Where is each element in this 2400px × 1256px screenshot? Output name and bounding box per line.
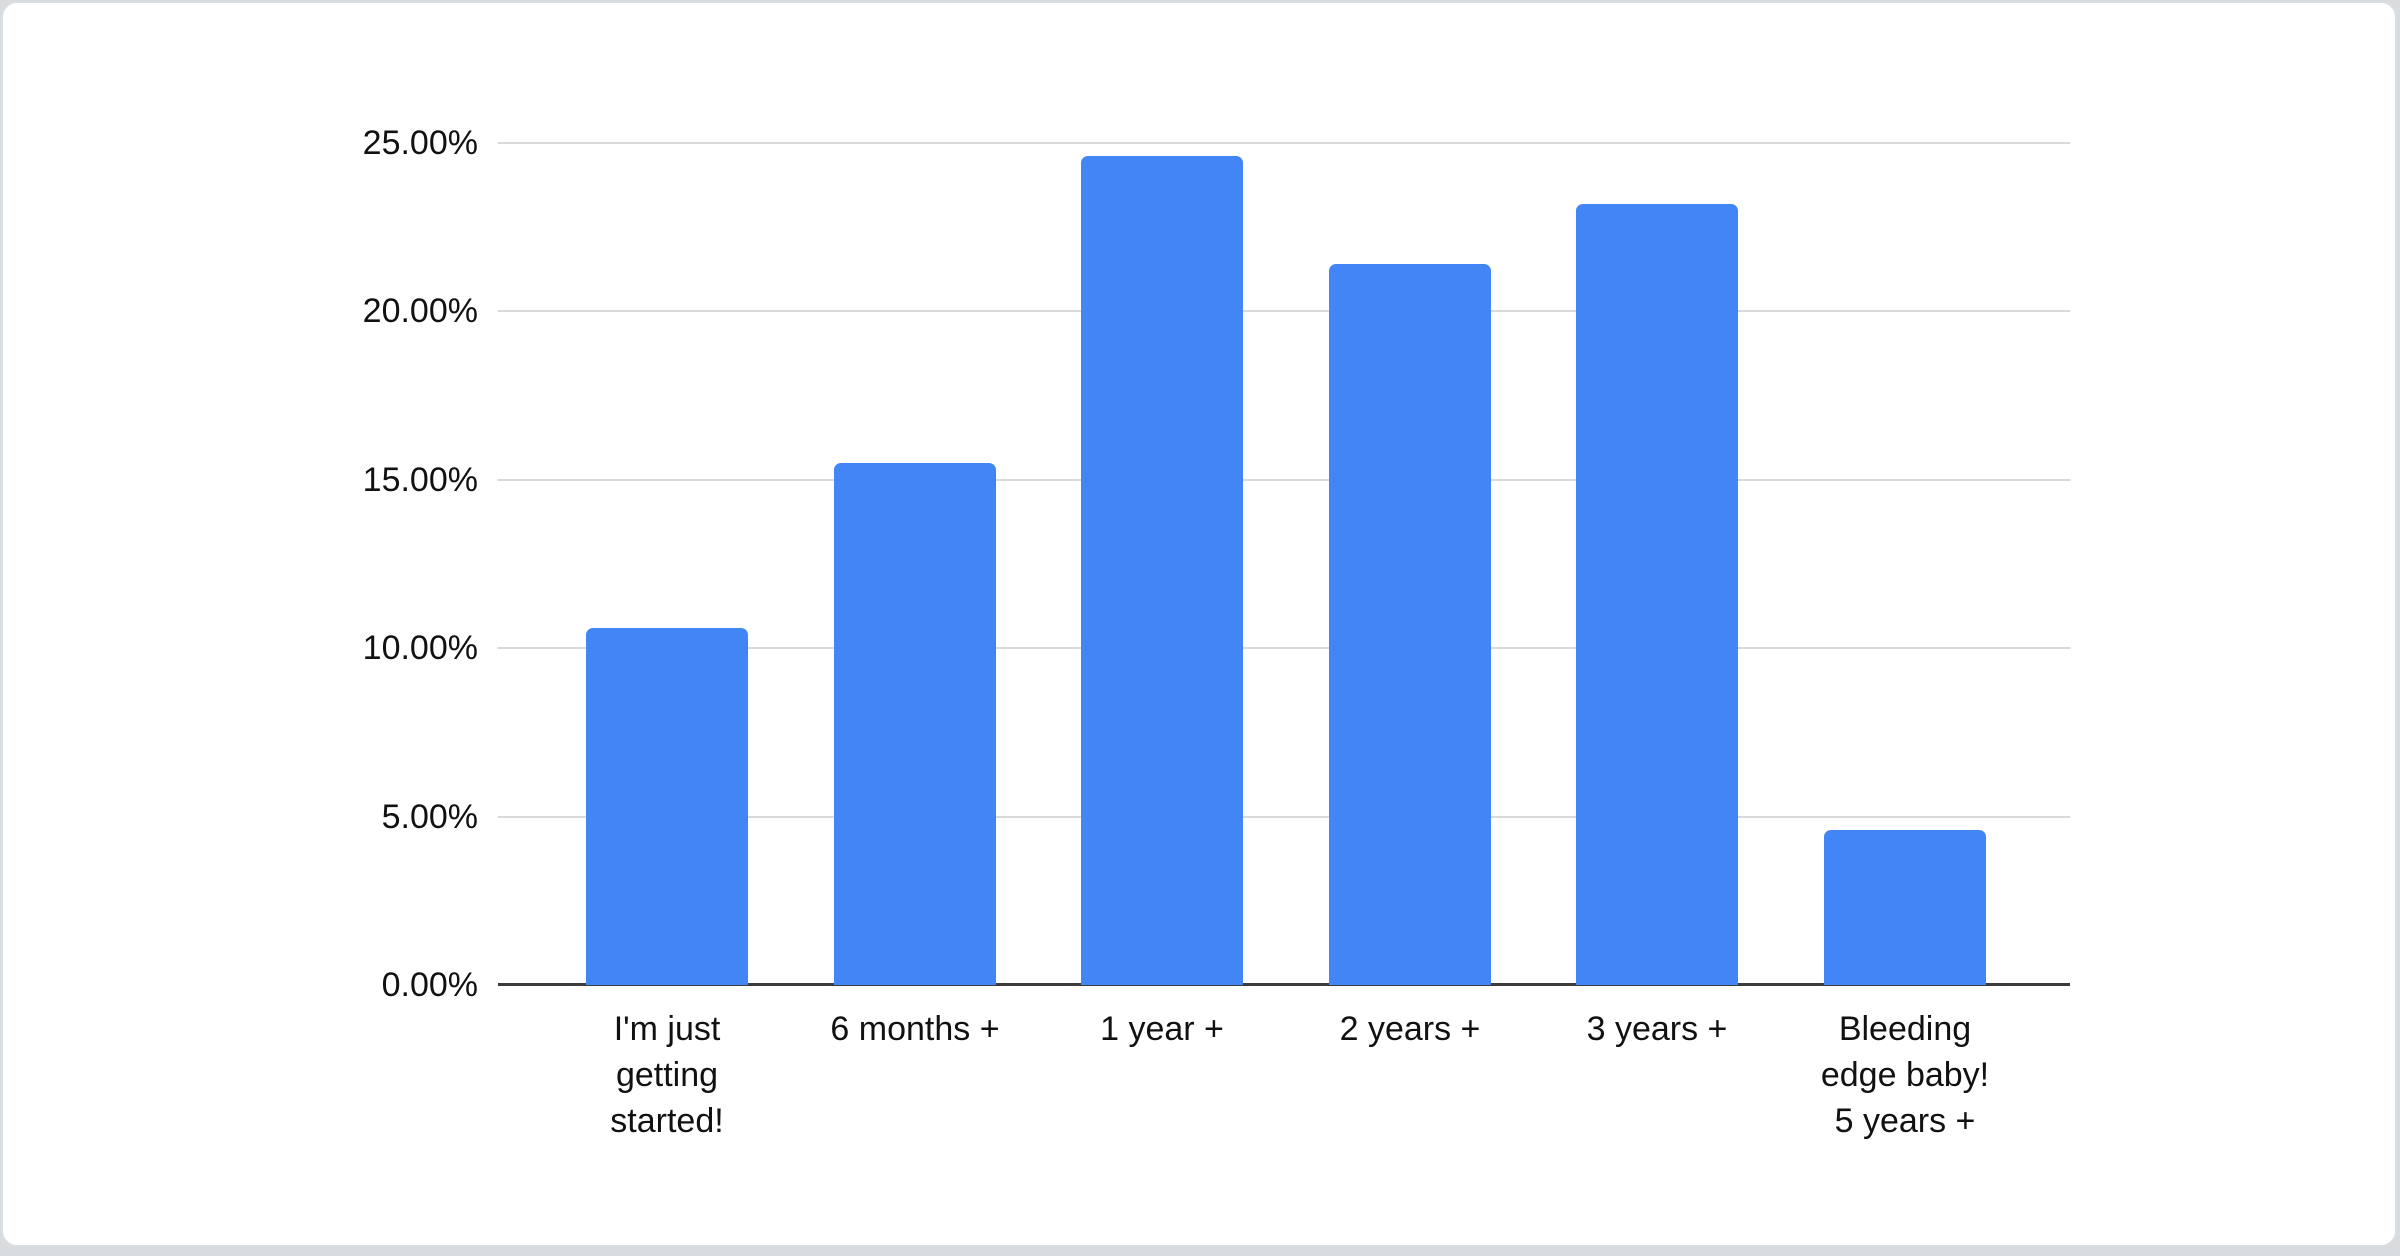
x-axis-category-label: I'm just getting started! [610, 1010, 724, 1140]
bar-3[interactable] [1081, 156, 1243, 985]
bar-5[interactable] [1576, 204, 1738, 985]
gridline [498, 479, 2070, 481]
x-axis-category-label: Bleeding edge baby! 5 years + [1820, 1010, 1990, 1140]
gridline [498, 816, 2070, 818]
gridline [498, 142, 2070, 144]
y-axis-tick-label: 15.00% [362, 461, 478, 499]
bar-6[interactable] [1824, 830, 1986, 985]
gridline [498, 647, 2070, 649]
gridline [498, 310, 2070, 312]
bar-2[interactable] [834, 463, 996, 985]
y-axis-tick-label: 0.00% [381, 966, 478, 1004]
x-axis-category-label: 6 months + [830, 1010, 1000, 1048]
y-axis-tick-label: 10.00% [362, 629, 478, 667]
y-axis-tick-label: 20.00% [362, 292, 478, 330]
x-axis-category-label: 1 year + [1100, 1010, 1224, 1048]
y-axis-tick-label: 5.00% [381, 798, 478, 836]
x-axis-line [498, 983, 2070, 986]
x-axis-category-label: 3 years + [1586, 1010, 1728, 1048]
plot-area [498, 142, 2070, 986]
bar-1[interactable] [586, 628, 748, 985]
y-axis-tick-label: 25.00% [362, 124, 478, 162]
x-axis-category-label: 2 years + [1339, 1010, 1481, 1048]
bar-4[interactable] [1329, 264, 1491, 985]
